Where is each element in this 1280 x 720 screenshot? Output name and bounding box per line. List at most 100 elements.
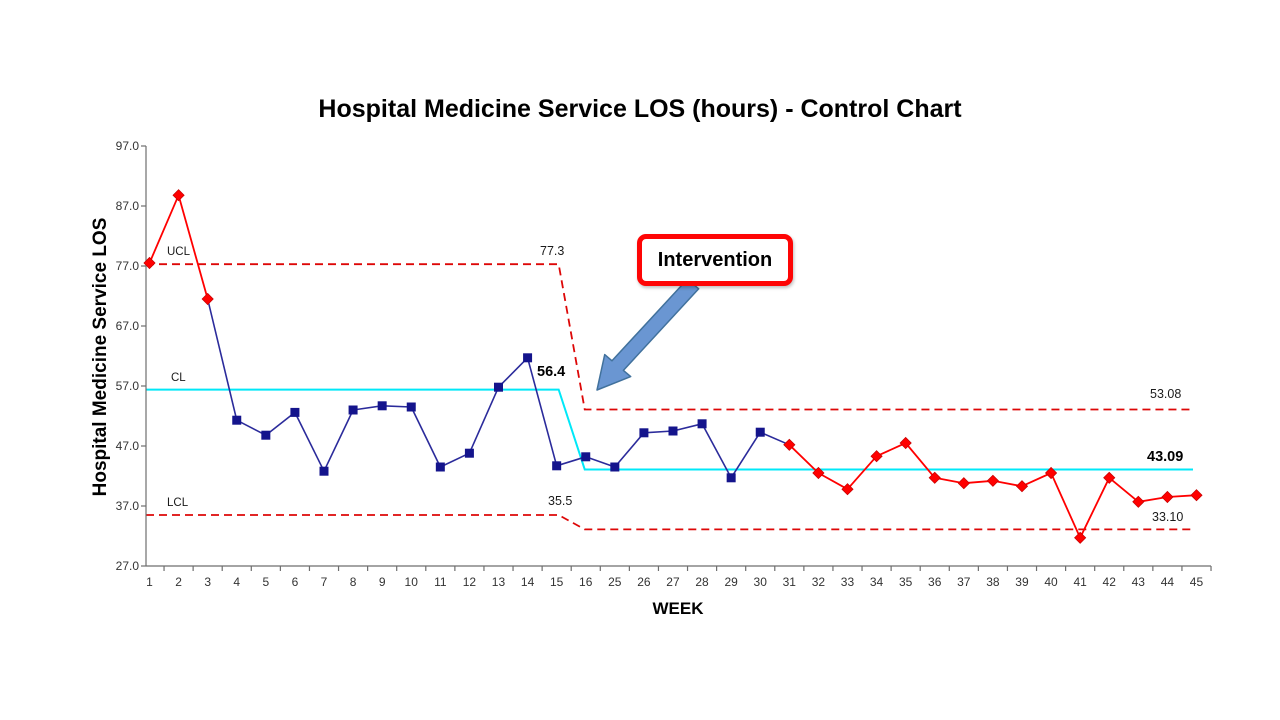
x-tick-label-week-43: 43: [1131, 575, 1145, 589]
data-point-week-33: [841, 483, 854, 496]
y-tick-label: 97.0: [115, 139, 139, 153]
data-point-week-43: [1132, 495, 1145, 508]
x-tick-label-week-32: 32: [811, 575, 826, 589]
series-segment: [177, 194, 209, 300]
intervention-callout: Intervention: [637, 234, 793, 286]
data-point-week-35: [899, 436, 912, 450]
data-point-week-2: [172, 189, 185, 202]
series-segment: [614, 432, 645, 468]
series-segment: [585, 456, 616, 468]
series-segment: [265, 411, 296, 436]
data-point-week-42: [1103, 471, 1116, 484]
x-tick-label-week-26: 26: [637, 575, 651, 589]
x-tick-label-week-33: 33: [840, 575, 855, 589]
x-tick-label-week-14: 14: [520, 575, 535, 589]
data-point-week-5: [261, 430, 271, 440]
x-tick-label-week-39: 39: [1015, 575, 1029, 589]
intervention-callout-text: Intervention: [657, 248, 773, 271]
y-tick-label: 47.0: [115, 439, 139, 453]
x-tick-label-week-28: 28: [695, 575, 709, 589]
data-point-week-7: [319, 466, 329, 476]
data-point-week-4: [232, 415, 242, 425]
series-segment: [148, 194, 180, 264]
x-tick-label-week-44: 44: [1160, 575, 1175, 589]
x-tick-label-week-38: 38: [986, 575, 1000, 589]
data-point-week-25: [610, 462, 620, 472]
x-tick-label-week-45: 45: [1189, 575, 1204, 589]
series-segment: [468, 386, 500, 454]
data-point-week-8: [348, 405, 358, 415]
data-point-week-45: [1190, 489, 1203, 502]
x-tick-label-week-4: 4: [233, 575, 241, 589]
series-segment: [497, 357, 529, 388]
data-point-week-31: [783, 438, 796, 451]
series-segment: [556, 456, 586, 467]
data-point-week-38: [986, 474, 1000, 487]
series-segment: [352, 405, 383, 411]
series-segment: [876, 442, 907, 458]
data-point-week-28: [697, 419, 707, 429]
y-tick-label: 27.0: [115, 559, 139, 573]
x-tick-label-week-9: 9: [378, 575, 386, 589]
x-tick-label-week-2: 2: [175, 575, 182, 589]
data-point-week-44: [1161, 490, 1174, 504]
series-segment: [323, 409, 354, 472]
series-segment: [701, 423, 732, 479]
x-tick-label-week-35: 35: [898, 575, 913, 589]
data-point-week-36: [928, 471, 941, 484]
series-segment: [1050, 472, 1081, 539]
x-tick-label-week-16: 16: [579, 575, 593, 589]
series-segment: [643, 430, 674, 434]
phase2-cl-value: 43.09: [1147, 449, 1184, 465]
x-tick-label-week-37: 37: [957, 575, 971, 589]
y-tick-label: 77.0: [115, 259, 139, 273]
data-point-week-6: [290, 407, 300, 417]
center-line: [146, 388, 1193, 471]
data-point-week-30: [755, 427, 765, 437]
data-point-week-13: [493, 382, 503, 392]
x-tick-label-week-5: 5: [262, 575, 270, 589]
series-segment: [236, 419, 267, 436]
data-point-week-16: [581, 452, 591, 462]
lcl-label: LCL: [167, 497, 189, 509]
page-title: Hospital Medicine Service LOS (hours) - …: [318, 95, 962, 123]
x-tick-label-week-31: 31: [782, 575, 796, 589]
data-point-week-26: [639, 428, 649, 438]
series-segment: [817, 472, 848, 490]
series-segment: [206, 298, 238, 421]
series-segment: [730, 431, 761, 479]
data-point-week-15: [552, 461, 562, 471]
data-point-week-39: [1015, 480, 1029, 493]
data-point-week-1: [143, 256, 156, 270]
data-point-week-37: [957, 477, 970, 490]
x-tick-label-week-7: 7: [320, 575, 328, 589]
x-tick-label-week-42: 42: [1102, 575, 1116, 589]
phase1-lcl-value: 35.5: [548, 494, 573, 508]
x-tick-label-week-13: 13: [491, 575, 506, 589]
series-segment: [439, 452, 470, 468]
intervention-arrow-icon: [596, 278, 700, 391]
series-segment: [1108, 477, 1139, 503]
y-tick-label: 67.0: [115, 319, 139, 333]
series-segment: [1079, 477, 1111, 539]
x-tick-label-week-29: 29: [724, 575, 738, 589]
series-segment: [788, 444, 820, 474]
data-point-week-29: [726, 473, 736, 483]
phase2-ucl-value: 53.08: [1150, 387, 1182, 401]
series-segment: [526, 357, 558, 467]
ucl-line: [146, 263, 1193, 411]
x-tick-label-week-12: 12: [462, 575, 477, 589]
x-tick-label-week-36: 36: [928, 575, 942, 589]
data-point-week-34: [870, 450, 883, 463]
data-point-week-27: [668, 426, 678, 436]
data-point-week-41: [1074, 531, 1087, 544]
x-tick-label-week-30: 30: [753, 575, 767, 589]
y-tick-label: 37.0: [115, 499, 139, 513]
x-tick-label-week-8: 8: [349, 575, 357, 589]
x-tick-label-week-1: 1: [146, 575, 153, 589]
series-segment: [759, 431, 790, 446]
x-tick-label-week-41: 41: [1073, 575, 1087, 589]
x-tick-label-week-27: 27: [666, 575, 680, 589]
